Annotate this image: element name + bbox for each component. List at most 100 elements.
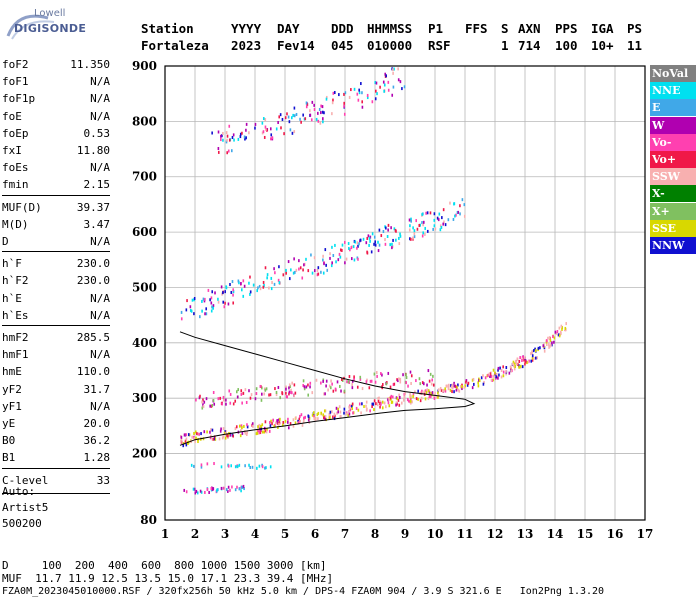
echo-point	[278, 115, 281, 119]
param-value: 11.80	[76, 144, 110, 157]
echo-point	[409, 393, 411, 397]
echo-point	[322, 379, 324, 383]
echo-point	[210, 487, 213, 491]
param-key: foF1	[2, 75, 29, 89]
echo-point	[401, 87, 403, 91]
echo-point	[429, 372, 432, 376]
echo-point	[377, 249, 380, 253]
echo-point	[329, 410, 332, 414]
echo-point	[331, 101, 334, 105]
echo-point	[494, 372, 496, 376]
echo-point	[354, 240, 357, 244]
echo-point	[332, 98, 334, 102]
echo-point	[382, 80, 385, 84]
echo-point	[248, 389, 250, 393]
echo-point	[405, 376, 408, 380]
echo-point	[515, 361, 518, 365]
echo-point	[398, 403, 401, 407]
param-value: 11.350	[70, 58, 110, 71]
echo-point	[213, 402, 216, 406]
echo-point	[259, 431, 262, 435]
echo-point	[263, 283, 265, 287]
echo-point	[379, 85, 381, 89]
echo-point	[325, 97, 328, 101]
echo-point	[210, 296, 213, 300]
echo-point	[398, 377, 400, 381]
echo-point	[531, 351, 533, 355]
echo-point	[201, 406, 204, 410]
echo-point	[190, 463, 193, 467]
echo-point	[317, 417, 319, 421]
echo-point	[552, 334, 554, 338]
echo-point	[193, 464, 195, 468]
echo-point	[457, 210, 460, 214]
header-p1: P1	[428, 21, 444, 36]
echo-point	[244, 464, 246, 468]
echo-point	[352, 245, 355, 249]
scaling-version: 500200	[2, 517, 42, 530]
echo-point	[249, 396, 252, 400]
echo-point	[415, 379, 417, 383]
echo-point	[309, 113, 311, 117]
echo-point	[373, 408, 375, 412]
param-row: foEp 0.53	[2, 127, 110, 144]
echo-point	[193, 298, 195, 302]
echo-point	[224, 436, 227, 440]
param-value: N/A	[90, 308, 110, 322]
echo-point	[211, 305, 213, 309]
echo-point	[464, 384, 466, 388]
echo-point	[238, 487, 241, 491]
echo-point	[244, 431, 247, 435]
echo-point	[222, 138, 224, 142]
legend-item: E	[650, 99, 696, 117]
echo-point	[397, 398, 400, 402]
echo-point	[375, 402, 377, 406]
echo-point	[332, 415, 334, 419]
echo-point	[492, 368, 495, 372]
echo-point	[209, 430, 211, 434]
echo-point	[217, 150, 220, 154]
echo-point	[427, 369, 430, 373]
echo-point	[550, 343, 552, 347]
echo-point	[265, 387, 268, 391]
echo-point	[222, 290, 225, 294]
echo-point	[249, 292, 251, 296]
echo-point	[325, 263, 327, 267]
echo-point	[244, 137, 246, 141]
echo-point	[243, 135, 246, 139]
echo-point	[422, 223, 424, 227]
echo-point	[421, 389, 423, 393]
param-value: N/A	[90, 109, 110, 123]
echo-point	[288, 277, 291, 281]
legend-item: X+	[650, 202, 696, 220]
x-tick-label: 11	[457, 527, 474, 541]
echo-point	[269, 465, 272, 469]
param-key: fxI	[2, 144, 22, 157]
echo-point	[409, 394, 412, 398]
echo-point	[238, 487, 241, 491]
echo-point	[324, 415, 327, 419]
echo-point	[542, 344, 545, 348]
echo-point	[324, 392, 326, 396]
echo-point	[522, 355, 524, 359]
echo-point	[248, 463, 250, 467]
echo-point	[270, 137, 272, 141]
echo-point	[482, 382, 485, 386]
echo-point	[398, 393, 400, 397]
echo-point	[185, 433, 187, 437]
echo-point	[348, 95, 351, 99]
echo-point	[409, 370, 412, 374]
echo-point	[385, 381, 387, 385]
echo-point	[511, 362, 514, 366]
echo-point	[369, 235, 372, 239]
echo-point	[191, 298, 194, 302]
echo-point	[383, 89, 385, 93]
echo-point	[534, 356, 537, 360]
echo-point	[543, 346, 546, 350]
echo-point	[182, 442, 185, 446]
echo-point	[358, 242, 360, 246]
echo-point	[212, 437, 215, 441]
echo-point	[424, 397, 427, 401]
echo-point	[220, 134, 222, 138]
param-row: hmE 110.0	[2, 365, 110, 382]
